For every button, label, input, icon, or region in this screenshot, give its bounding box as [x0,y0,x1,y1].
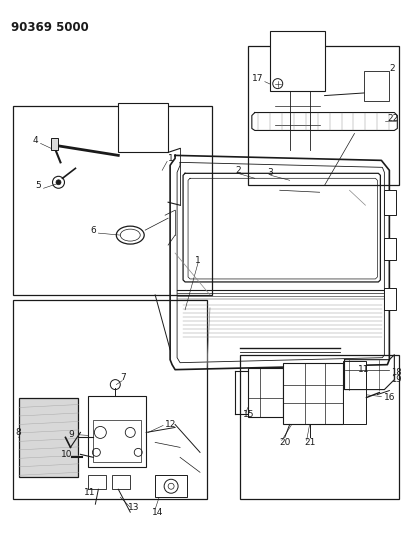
Bar [282,362,342,424]
Bar [118,102,168,152]
Text: 1: 1 [168,154,173,163]
Text: 8: 8 [16,428,21,437]
Text: 14: 14 [152,507,163,516]
Bar [342,361,366,424]
Bar [13,106,211,295]
Text: 7: 7 [120,373,126,382]
Text: 11: 11 [84,488,96,497]
Text: 12: 12 [165,420,176,429]
Text: 5: 5 [36,181,41,190]
Bar [13,300,207,499]
Text: 90369 5000: 90369 5000 [11,21,88,34]
Bar [88,395,146,467]
Circle shape [56,180,61,185]
Text: 9: 9 [68,430,74,439]
Text: 22: 22 [386,114,398,123]
Text: 19: 19 [390,375,401,384]
Text: 2: 2 [388,64,394,73]
Text: 18: 18 [390,368,401,377]
Bar [112,475,130,489]
Text: 10: 10 [60,450,72,459]
Text: 21: 21 [304,438,315,447]
Bar [247,46,399,185]
Text: 16: 16 [384,393,395,402]
Text: 13: 13 [128,503,139,512]
Bar [384,190,395,215]
Bar [247,368,282,417]
Text: 4: 4 [32,136,38,145]
Text: 2: 2 [234,166,240,175]
Bar [364,71,388,101]
Text: 3: 3 [267,168,273,177]
Bar [155,475,187,497]
Text: 17: 17 [251,74,263,83]
Text: 11: 11 [356,365,368,374]
Bar [93,421,141,462]
Text: 1: 1 [194,255,200,264]
Bar [239,354,399,499]
Bar [19,398,78,477]
Bar [269,31,324,91]
Bar [384,288,395,310]
Text: 15: 15 [242,410,254,419]
Bar [50,139,58,150]
Bar [384,238,395,260]
Bar [88,475,106,489]
Text: 6: 6 [90,225,96,235]
Text: 20: 20 [279,438,290,447]
